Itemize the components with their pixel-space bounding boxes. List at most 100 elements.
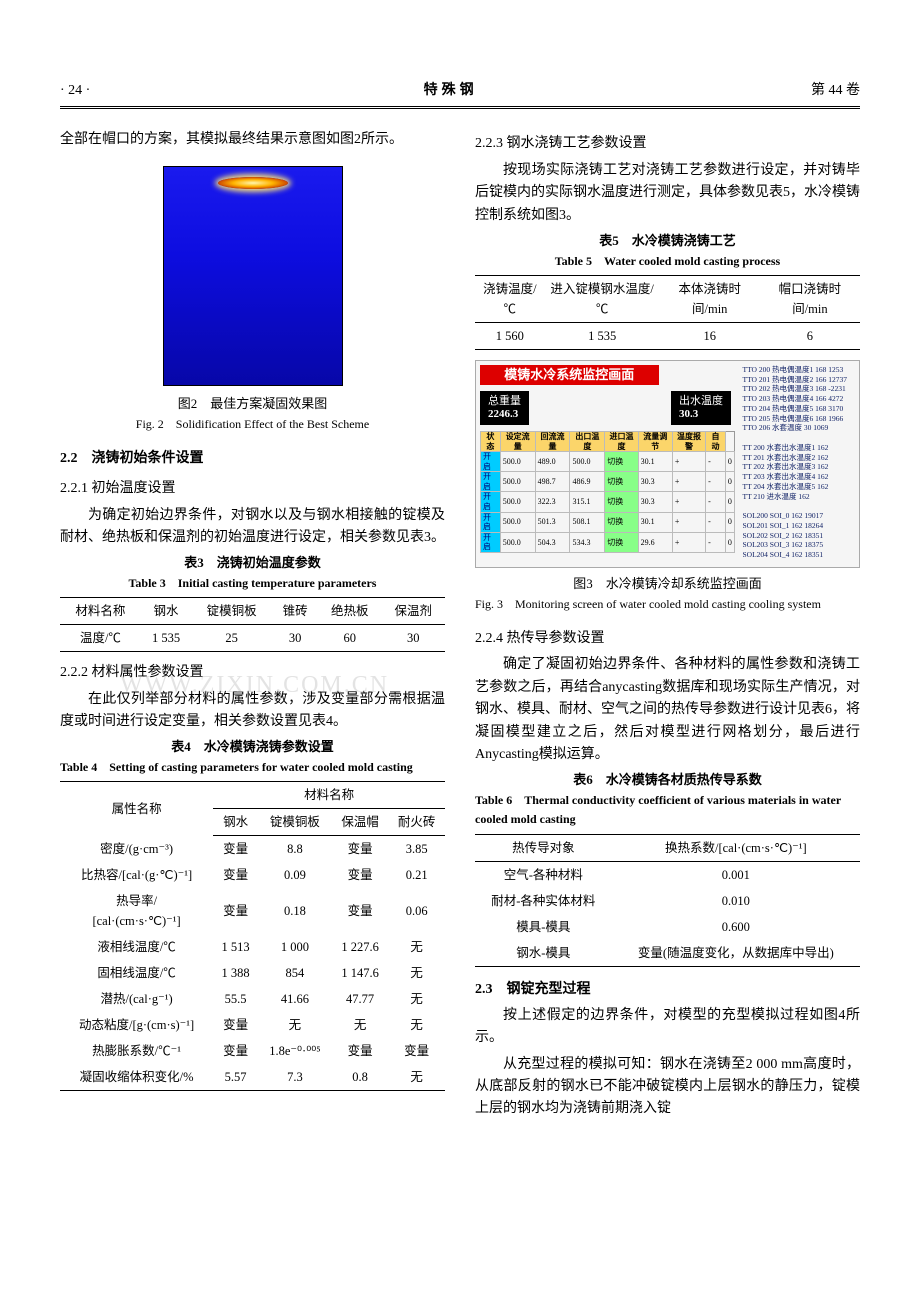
mon-cell: 315.1	[570, 492, 605, 512]
t6-cell: 模具‑模具	[475, 914, 612, 940]
t4-row-label: 凝固收缩体积变化/%	[60, 1064, 213, 1091]
t4-cell: 55.5	[213, 986, 258, 1012]
table5-caption-en: Table 5 Water cooled mold casting proces…	[475, 252, 860, 271]
t3-h3: 锥砖	[272, 598, 318, 625]
t5-v2: 16	[660, 322, 760, 349]
mon-cell: 500.0	[570, 452, 605, 472]
mon-cell: 500.0	[500, 532, 535, 552]
table-6: 热传导对象 换热系数/[cal·(cm·s·℃)⁻¹] 空气‑各种材料0.001…	[475, 834, 860, 967]
mon-cell: -	[706, 472, 726, 492]
monitor-title: 模铸水冷系统监控画面	[480, 365, 659, 385]
t5-h1: 进入锭模钢水温度/℃	[545, 275, 660, 322]
t3-h5: 保温剂	[382, 598, 445, 625]
t4-cell: 变量	[332, 1038, 389, 1064]
mon-cell: 498.7	[535, 472, 570, 492]
t5-v3: 6	[760, 322, 860, 349]
t4-cell: 1.8e⁻⁰·⁰⁰⁵	[258, 1038, 332, 1064]
mon-cell: 508.1	[570, 512, 605, 532]
mon-cell: 开启	[481, 452, 501, 472]
mon-cell: 开启	[481, 492, 501, 512]
t4-cell: 1 513	[213, 934, 258, 960]
mon-head: 流量调节	[638, 431, 672, 451]
fig3-caption-en: Fig. 3 Monitoring screen of water cooled…	[475, 595, 860, 614]
table-5: 浇铸温度/℃ 进入锭模钢水温度/℃ 本体浇铸时间/min 帽口浇铸时间/min …	[475, 275, 860, 350]
t3-rowlabel: 温度/℃	[60, 625, 141, 652]
mon-cell: 0	[725, 532, 734, 552]
t6-h1: 换热系数/[cal·(cm·s·℃)⁻¹]	[612, 834, 860, 861]
t3-h2: 锭模铜板	[191, 598, 272, 625]
mon-cell: 30.3	[638, 472, 672, 492]
page-header: · 24 · 特殊钢 第 44 卷	[60, 80, 860, 109]
mon-head: 自动	[706, 431, 726, 451]
mon-cell: +	[672, 512, 705, 532]
t5-h3: 帽口浇铸时间/min	[760, 275, 860, 322]
mon-cell: 切换	[605, 512, 638, 532]
mon-cell: 500.0	[500, 512, 535, 532]
fig3-caption-cn: 图3 水冷模铸冷却系统监控画面	[475, 574, 860, 595]
t4-cell: 0.21	[388, 862, 445, 888]
mon-cell: -	[706, 492, 726, 512]
fig2-caption-en: Fig. 2 Solidification Effect of the Best…	[60, 415, 445, 434]
t4-cell: 8.8	[258, 836, 332, 863]
para-223: 按现场实际浇铸工艺对浇铸工艺参数进行设定，并对铸毕后锭模内的实际钢水温度进行测定…	[475, 160, 860, 227]
mon-cell: 489.0	[535, 452, 570, 472]
mon-cell: 29.6	[638, 532, 672, 552]
temp-label: 出水温度	[679, 395, 723, 407]
t4-cell: 变量	[213, 836, 258, 863]
mon-cell: 30.1	[638, 452, 672, 472]
mon-cell: 500.0	[500, 452, 535, 472]
mon-cell: 切换	[605, 492, 638, 512]
para-23a: 按上述假定的边界条件，对模型的充型模拟过程如图4所示。	[475, 1005, 860, 1050]
fig3-captions: 图3 水冷模铸冷却系统监控画面 Fig. 3 Monitoring screen…	[475, 574, 860, 614]
mon-cell: 0	[725, 492, 734, 512]
mon-cell: 0	[725, 472, 734, 492]
t5-v0: 1 560	[475, 322, 545, 349]
t4-cell: 7.3	[258, 1064, 332, 1091]
t4-cell: 41.66	[258, 986, 332, 1012]
t4-cell: 0.18	[258, 888, 332, 934]
t4-c3: 耐火砖	[388, 809, 445, 836]
t4-cell: 变量	[332, 836, 389, 863]
mon-cell: 322.3	[535, 492, 570, 512]
t6-cell: 0.010	[612, 888, 860, 914]
t4-cell: 1 147.6	[332, 960, 389, 986]
section-2-2-2: 2.2.2 材料属性参数设置	[60, 662, 445, 684]
t4-row-label: 动态粘度/[g·(cm·s)⁻¹]	[60, 1012, 213, 1038]
t6-cell: 0.600	[612, 914, 860, 940]
t4-cell: 变量	[213, 1012, 258, 1038]
t4-row-label: 固相线温度/℃	[60, 960, 213, 986]
t4-cell: 变量	[332, 888, 389, 934]
t4-cell: 无	[388, 1064, 445, 1091]
mon-cell: 开启	[481, 532, 501, 552]
mon-head: 出口温度	[570, 431, 605, 451]
t4-cell: 854	[258, 960, 332, 986]
right-column: 2.2.3 钢水浇铸工艺参数设置 按现场实际浇铸工艺对浇铸工艺参数进行设定，并对…	[475, 125, 860, 1124]
t4-row-label: 比热容/[cal·(g·℃)⁻¹]	[60, 862, 213, 888]
t4-cell: 0.09	[258, 862, 332, 888]
table4-caption-cn: 表4 水冷模铸浇铸参数设置	[60, 737, 445, 758]
t6-cell: 钢水‑模具	[475, 940, 612, 967]
section-2-2-1: 2.2.1 初始温度设置	[60, 478, 445, 500]
section-2-3: 2.3 钢锭充型过程	[475, 979, 860, 1001]
mon-head: 状态	[481, 431, 501, 451]
t4-cell: 变量	[332, 862, 389, 888]
t3-h1: 钢水	[141, 598, 191, 625]
table-4: 属性名称 材料名称 钢水 锭模铜板 保温帽 耐火砖 密度/(g·cm⁻³)变量8…	[60, 781, 445, 1091]
mon-cell: 500.0	[500, 492, 535, 512]
temp-val: 30.3	[679, 408, 698, 420]
mon-cell: 0	[725, 512, 734, 532]
journal-title: 特殊钢	[424, 80, 478, 102]
mon-cell: 切换	[605, 452, 638, 472]
table6-caption-en: Table 6 Thermal conductivity coefficient…	[475, 791, 860, 829]
volume-label: 第 44 卷	[811, 80, 860, 102]
para-221: 为确定初始边界条件，对钢水以及与钢水相接触的锭模及耐材、绝热板和保温剂的初始温度…	[60, 505, 445, 550]
t4-cell: 1 227.6	[332, 934, 389, 960]
mon-cell: +	[672, 472, 705, 492]
t4-cell: 0.06	[388, 888, 445, 934]
mon-head: 进口温度	[605, 431, 638, 451]
para-224: 确定了凝固初始边界条件、各种材料的属性参数和浇铸工艺参数之后，再结合anycas…	[475, 654, 860, 766]
mon-cell: +	[672, 452, 705, 472]
left-column: 全部在帽口的方案，其模拟最终结果示意图如图2所示。 图2 最佳方案凝固效果图 F…	[60, 125, 445, 1124]
fig2-caption-cn: 图2 最佳方案凝固效果图	[60, 394, 445, 415]
para-222: 在此仅列举部分材料的属性参数，涉及变量部分需根据温度或时间进行设定变量，相关参数…	[60, 689, 445, 734]
